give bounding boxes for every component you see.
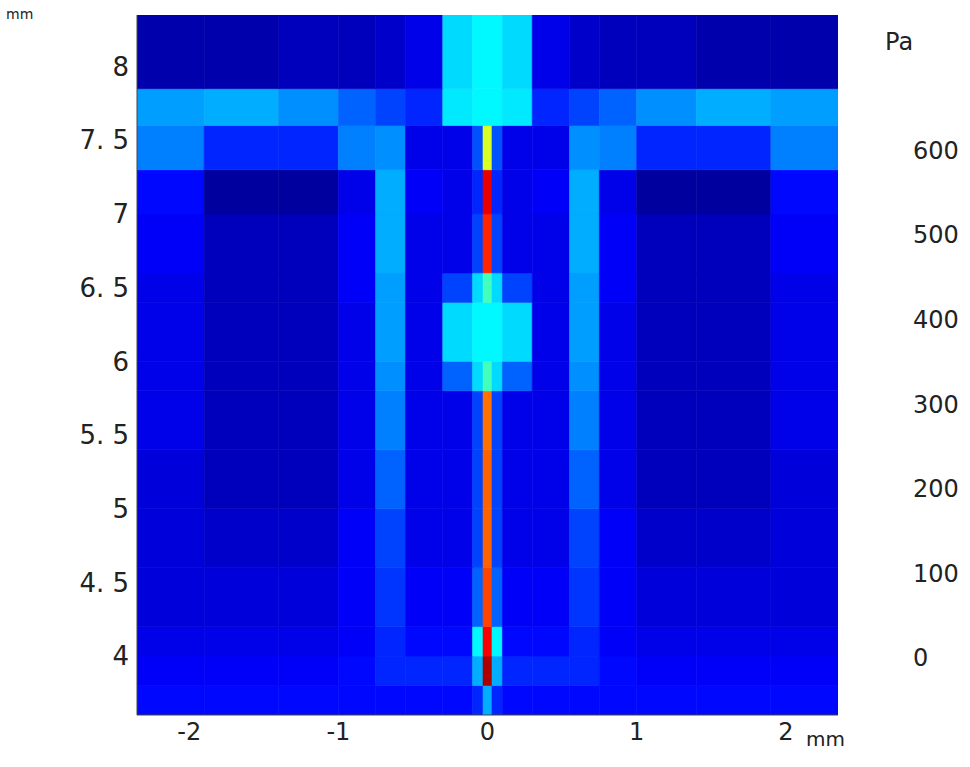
svg-text:7. 5: 7. 5	[79, 125, 129, 155]
svg-text:0: 0	[913, 644, 928, 672]
svg-text:8: 8	[112, 52, 129, 82]
svg-text:0: 0	[480, 718, 495, 746]
svg-text:600: 600	[913, 137, 959, 165]
svg-text:7: 7	[112, 199, 129, 229]
svg-text:6. 5: 6. 5	[79, 273, 129, 303]
svg-text:1: 1	[629, 718, 644, 746]
html-text:Pa: Pa	[885, 28, 914, 56]
svg-text:4. 5: 4. 5	[79, 568, 129, 598]
svg-text:100: 100	[913, 560, 959, 588]
svg-text:2: 2	[778, 718, 793, 746]
svg-text:-2: -2	[177, 718, 201, 746]
svg-text:5: 5	[112, 494, 129, 524]
html-text:mm: mm	[806, 727, 845, 751]
svg-text:400: 400	[913, 306, 959, 334]
svg-text:4: 4	[112, 641, 129, 671]
svg-text:300: 300	[913, 391, 959, 419]
svg-text:-1: -1	[326, 718, 350, 746]
svg-text:500: 500	[913, 221, 959, 249]
svg-text:5. 5: 5. 5	[79, 420, 129, 450]
html-text:mm: mm	[6, 6, 34, 22]
svg-text:200: 200	[913, 475, 959, 503]
svg-text:6: 6	[112, 347, 129, 377]
